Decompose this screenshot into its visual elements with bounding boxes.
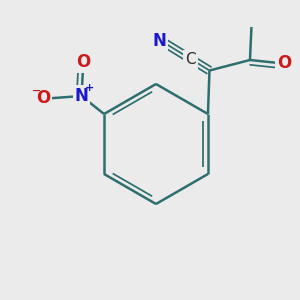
- Text: −: −: [32, 86, 41, 96]
- Text: +: +: [85, 82, 94, 93]
- Text: C: C: [185, 52, 196, 67]
- Text: O: O: [277, 54, 291, 72]
- Text: N: N: [75, 87, 88, 105]
- Text: O: O: [36, 89, 50, 107]
- Text: O: O: [76, 52, 90, 70]
- Text: N: N: [152, 32, 166, 50]
